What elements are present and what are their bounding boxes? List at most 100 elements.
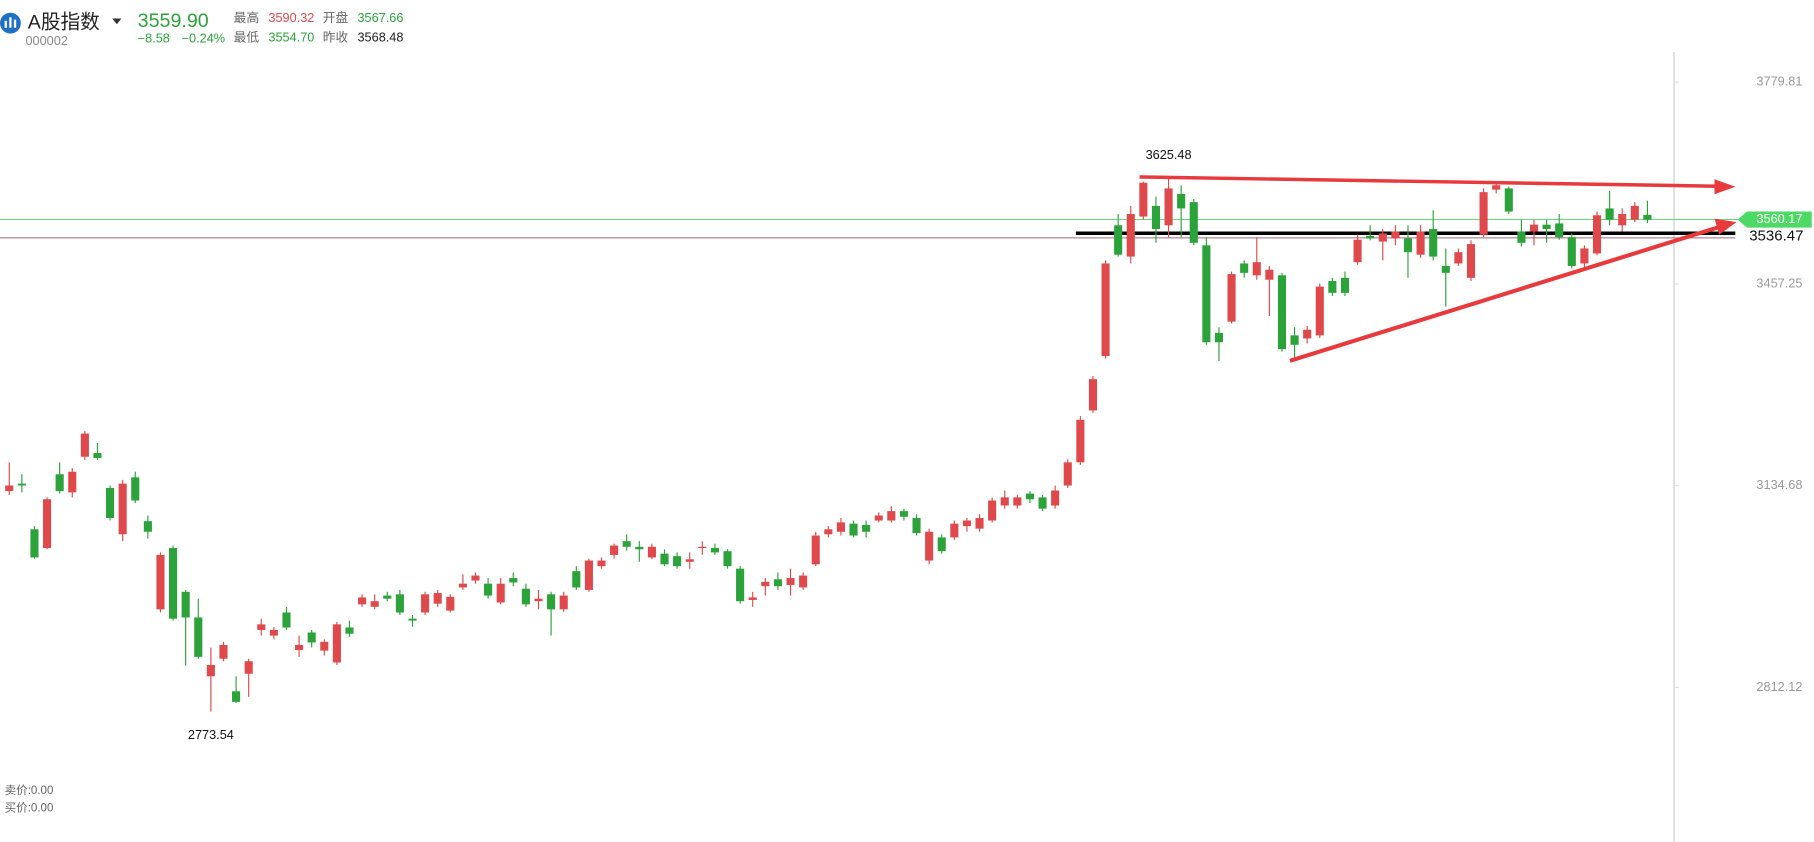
bid: 买价:0.00 bbox=[5, 802, 54, 815]
price-tag bbox=[1737, 211, 1812, 228]
candle-body bbox=[269, 629, 278, 636]
candle-body bbox=[118, 483, 127, 535]
logo-bar bbox=[4, 20, 7, 28]
max-label: 3625.48 bbox=[1146, 147, 1192, 162]
candle-body bbox=[1164, 188, 1173, 226]
price: 3559.90 bbox=[138, 10, 209, 32]
candle-body bbox=[1618, 214, 1627, 226]
candle-body bbox=[1076, 419, 1085, 463]
candle-body bbox=[93, 452, 102, 458]
candle-body bbox=[1340, 277, 1350, 293]
candle-body bbox=[232, 691, 241, 702]
candle-body bbox=[156, 554, 165, 610]
candle-body bbox=[647, 546, 656, 558]
candle-body bbox=[68, 471, 77, 493]
candle-body bbox=[433, 593, 442, 604]
candle-body bbox=[1592, 215, 1602, 254]
candle-body bbox=[521, 588, 530, 605]
candle-body bbox=[723, 551, 732, 567]
candle-body bbox=[43, 499, 52, 549]
level-label: 3536.47 bbox=[1749, 228, 1803, 245]
candle-body bbox=[1063, 462, 1072, 486]
arrow-head bbox=[1714, 218, 1737, 235]
candle-body bbox=[17, 483, 26, 486]
candle-body bbox=[80, 433, 89, 457]
title[interactable]: A股指数 bbox=[28, 11, 100, 33]
candle-body bbox=[332, 624, 341, 663]
candle-body bbox=[345, 627, 354, 634]
candle-body bbox=[849, 523, 858, 536]
y-tick-label: 2812.12 bbox=[1756, 679, 1802, 694]
value: 3590.32 bbox=[268, 10, 314, 25]
candle-body bbox=[988, 500, 997, 521]
candle-body bbox=[1555, 223, 1564, 238]
min-label: 2773.54 bbox=[188, 727, 234, 742]
candle-body bbox=[622, 541, 631, 547]
logo-bar bbox=[9, 17, 12, 28]
candle-body bbox=[1441, 265, 1450, 273]
candle-body bbox=[395, 594, 404, 613]
candle-body bbox=[383, 595, 392, 599]
candle-body bbox=[610, 545, 619, 555]
candle-body bbox=[509, 578, 518, 583]
label: 最低 bbox=[234, 30, 260, 45]
candle-body bbox=[1025, 493, 1034, 500]
candle-body bbox=[194, 617, 203, 657]
candle-body bbox=[1177, 194, 1186, 209]
candle-body bbox=[1479, 192, 1488, 235]
candle-body bbox=[1492, 185, 1501, 190]
candle-body bbox=[1088, 379, 1098, 411]
candle-body bbox=[962, 520, 971, 527]
candle-body bbox=[1101, 263, 1110, 357]
candle-body bbox=[710, 548, 719, 553]
candle-body bbox=[736, 568, 745, 602]
candle-body bbox=[1529, 224, 1539, 232]
candle-body bbox=[635, 546, 644, 550]
candle-body bbox=[1126, 214, 1135, 257]
candle-body bbox=[1214, 332, 1224, 343]
candle-body bbox=[925, 531, 934, 561]
candle-body bbox=[899, 511, 908, 517]
candle-body bbox=[572, 571, 581, 588]
candle-body bbox=[458, 583, 467, 588]
dropdown-caret[interactable] bbox=[112, 18, 122, 25]
candle-body bbox=[1580, 248, 1589, 264]
candle-body bbox=[559, 595, 568, 610]
candle-body bbox=[862, 524, 871, 532]
value: 3554.70 bbox=[268, 30, 314, 45]
candle-body bbox=[799, 575, 808, 588]
candle-body bbox=[761, 581, 770, 587]
label: 最高 bbox=[234, 10, 259, 25]
label: 昨收 bbox=[323, 30, 349, 45]
candle-body bbox=[1139, 182, 1148, 217]
label: 开盘 bbox=[323, 10, 349, 25]
candle-body bbox=[181, 591, 190, 618]
candle-body bbox=[1240, 263, 1249, 273]
candle-body bbox=[1189, 202, 1198, 243]
candle-body bbox=[1290, 335, 1299, 345]
trend-line bbox=[1139, 175, 1719, 188]
candle-body bbox=[1252, 262, 1261, 276]
candle-body bbox=[1328, 280, 1337, 293]
candle-body bbox=[446, 596, 455, 611]
candle-body bbox=[1227, 274, 1236, 322]
candle-body bbox=[698, 546, 707, 549]
candle-body bbox=[1000, 497, 1009, 506]
candle-body bbox=[496, 583, 505, 603]
candle-body bbox=[1051, 490, 1060, 506]
y-tick-label: 3457.25 bbox=[1756, 275, 1802, 290]
candle-body bbox=[1265, 269, 1274, 280]
candle-body bbox=[874, 515, 883, 521]
candle-body bbox=[685, 559, 694, 562]
candle-body bbox=[169, 548, 178, 619]
candle-body bbox=[1353, 239, 1362, 263]
y-tick-label: 3779.81 bbox=[1756, 74, 1802, 89]
candle-body bbox=[937, 537, 946, 552]
ask: 卖价:0.00 bbox=[5, 784, 54, 797]
price-tag-label: 3560.17 bbox=[1756, 211, 1802, 226]
value: 3567.66 bbox=[357, 10, 403, 25]
candle-body bbox=[244, 661, 253, 674]
candle-body bbox=[1517, 231, 1526, 243]
